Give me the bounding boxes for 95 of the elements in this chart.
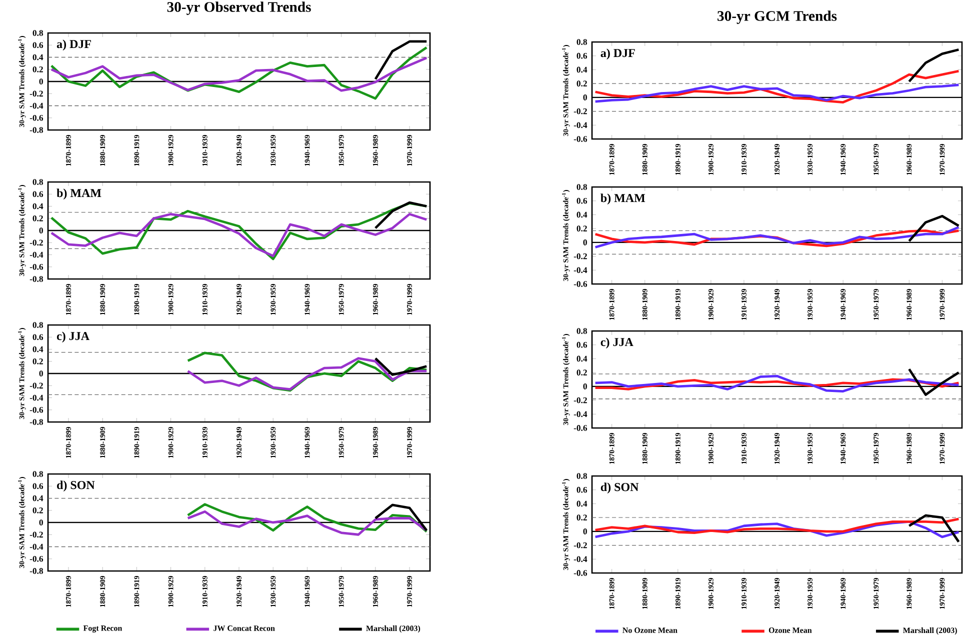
y-tick-label: 0 (39, 78, 43, 84)
y-tick-label: 0.8 (576, 39, 587, 45)
annotation: b) MAM (56, 188, 102, 200)
y-tick-label: -0.8 (30, 127, 43, 133)
y-tick-label: -0.2 (574, 108, 587, 114)
line-series (186, 510, 428, 536)
annotation: d) SON (600, 482, 639, 494)
y-tick-label: 0.6 (32, 334, 44, 340)
y-tick-label: -0.6 (30, 114, 44, 121)
y-tick-label: 0.4 (576, 500, 588, 507)
y-tick-label: 0 (39, 520, 43, 526)
line-series (186, 357, 428, 390)
y-tick-label: -0.8 (30, 568, 43, 574)
annotation: c) JJA (56, 332, 90, 343)
y-tick-label: 0 (583, 94, 587, 100)
y-tick-label: 0.2 (576, 80, 587, 87)
y-tick-label: 0.8 (32, 322, 43, 328)
y-tick-label: 0 (583, 384, 587, 390)
y-tick-label: -0.4 (30, 252, 44, 258)
y-tick-label: -0.2 (30, 532, 43, 538)
y-tick-label: 0.6 (32, 483, 44, 490)
y-tick-label: 0.4 (576, 212, 588, 218)
line-series (594, 374, 960, 392)
y-tick-label: -0.4 (574, 556, 588, 562)
y-tick-label: 0.2 (576, 226, 587, 232)
y-tick-label: 0.4 (576, 356, 588, 362)
y-tick-label: 0 (39, 228, 43, 234)
y-tick-label: 0.2 (32, 507, 43, 514)
y-tick-label: 0 (39, 370, 43, 376)
y-tick-label: -0.2 (574, 253, 587, 260)
legend-label: Marshall (2003) (903, 627, 957, 635)
y-tick-label: -0.8 (30, 276, 43, 282)
y-tick-label: -0.2 (30, 382, 43, 389)
y-tick-label: 0.6 (576, 486, 588, 493)
y-tick-label: 0.4 (32, 495, 44, 502)
y-tick-label: 0.2 (576, 370, 587, 376)
legend-label: Ozone Mean (768, 628, 812, 633)
legend-label: Marshall (2003) (366, 625, 420, 633)
line-series (186, 503, 428, 533)
y-tick-label: 0.2 (576, 514, 587, 521)
y-tick-label: -0.2 (30, 90, 43, 97)
y-tick-label: -0.4 (574, 411, 588, 418)
y-tick-label: 0.2 (32, 66, 43, 72)
legend-label: No Ozone Mean (622, 628, 678, 633)
y-tick-label: -0.2 (30, 240, 43, 246)
y-tick-label: 0.8 (32, 30, 43, 36)
line-series (50, 56, 428, 92)
y-tick-label: -0.4 (574, 267, 588, 274)
y-tick-label: -0.6 (574, 281, 588, 287)
line-series (594, 229, 960, 248)
line-series (594, 70, 960, 104)
chart-title: 30-yr Observed Trends (167, 2, 311, 15)
y-tick-label: 0.4 (576, 66, 588, 73)
y-tick-label: 0.2 (32, 215, 43, 222)
line-series (594, 226, 960, 248)
annotation: c) JJA (600, 338, 634, 349)
annotation: b) MAM (600, 194, 646, 205)
y-tick-label: -0.6 (574, 570, 588, 576)
y-tick-label: -0.2 (574, 542, 587, 548)
line-series (186, 352, 428, 392)
y-tick-label: 0.6 (576, 342, 588, 348)
y-tick-label: 0.8 (32, 179, 43, 185)
y-tick-label: 0.6 (32, 191, 44, 198)
y-tick-label: -0.6 (30, 556, 44, 562)
y-tick-label: -0.4 (30, 102, 44, 109)
y-tick-label: 0.4 (32, 203, 44, 210)
y-tick-label: 0.8 (576, 328, 587, 334)
line-series (594, 84, 960, 103)
y-tick-label: 0.4 (32, 54, 44, 60)
y-tick-label: 0.2 (32, 358, 43, 364)
y-tick-label: 0.6 (576, 52, 588, 59)
y-tick-label: 0.8 (576, 184, 587, 190)
y-tick-label: -0.6 (30, 406, 44, 413)
y-tick-label: 0.4 (32, 346, 44, 352)
y-tick-label: -0.8 (30, 419, 43, 425)
y-tick-label: -0.4 (30, 544, 44, 550)
y-tick-label: -0.6 (30, 264, 44, 270)
y-tick-label: 0.8 (576, 473, 587, 479)
annotation: a) DJF (600, 48, 635, 60)
y-tick-label: 0.6 (32, 42, 44, 48)
y-tick-label: 0 (583, 528, 587, 534)
annotation: a) DJF (56, 40, 91, 51)
chart-title: 30-yr GCM Trends (718, 10, 837, 24)
y-tick-label: -0.2 (574, 397, 587, 404)
y-tick-label: 0 (583, 240, 587, 246)
y-tick-label: 0.8 (32, 471, 43, 477)
line-series (908, 48, 960, 83)
y-tick-label: -0.6 (574, 136, 588, 142)
legend-label: JW Concat Recon (214, 626, 275, 631)
y-tick-label: -0.4 (30, 394, 44, 401)
legend-label: Fogt Recon (83, 626, 122, 633)
annotation: d) SON (57, 480, 95, 492)
y-tick-label: -0.4 (574, 122, 588, 128)
y-tick-label: 0.6 (576, 198, 588, 204)
y-tick-label: -0.6 (574, 425, 588, 431)
